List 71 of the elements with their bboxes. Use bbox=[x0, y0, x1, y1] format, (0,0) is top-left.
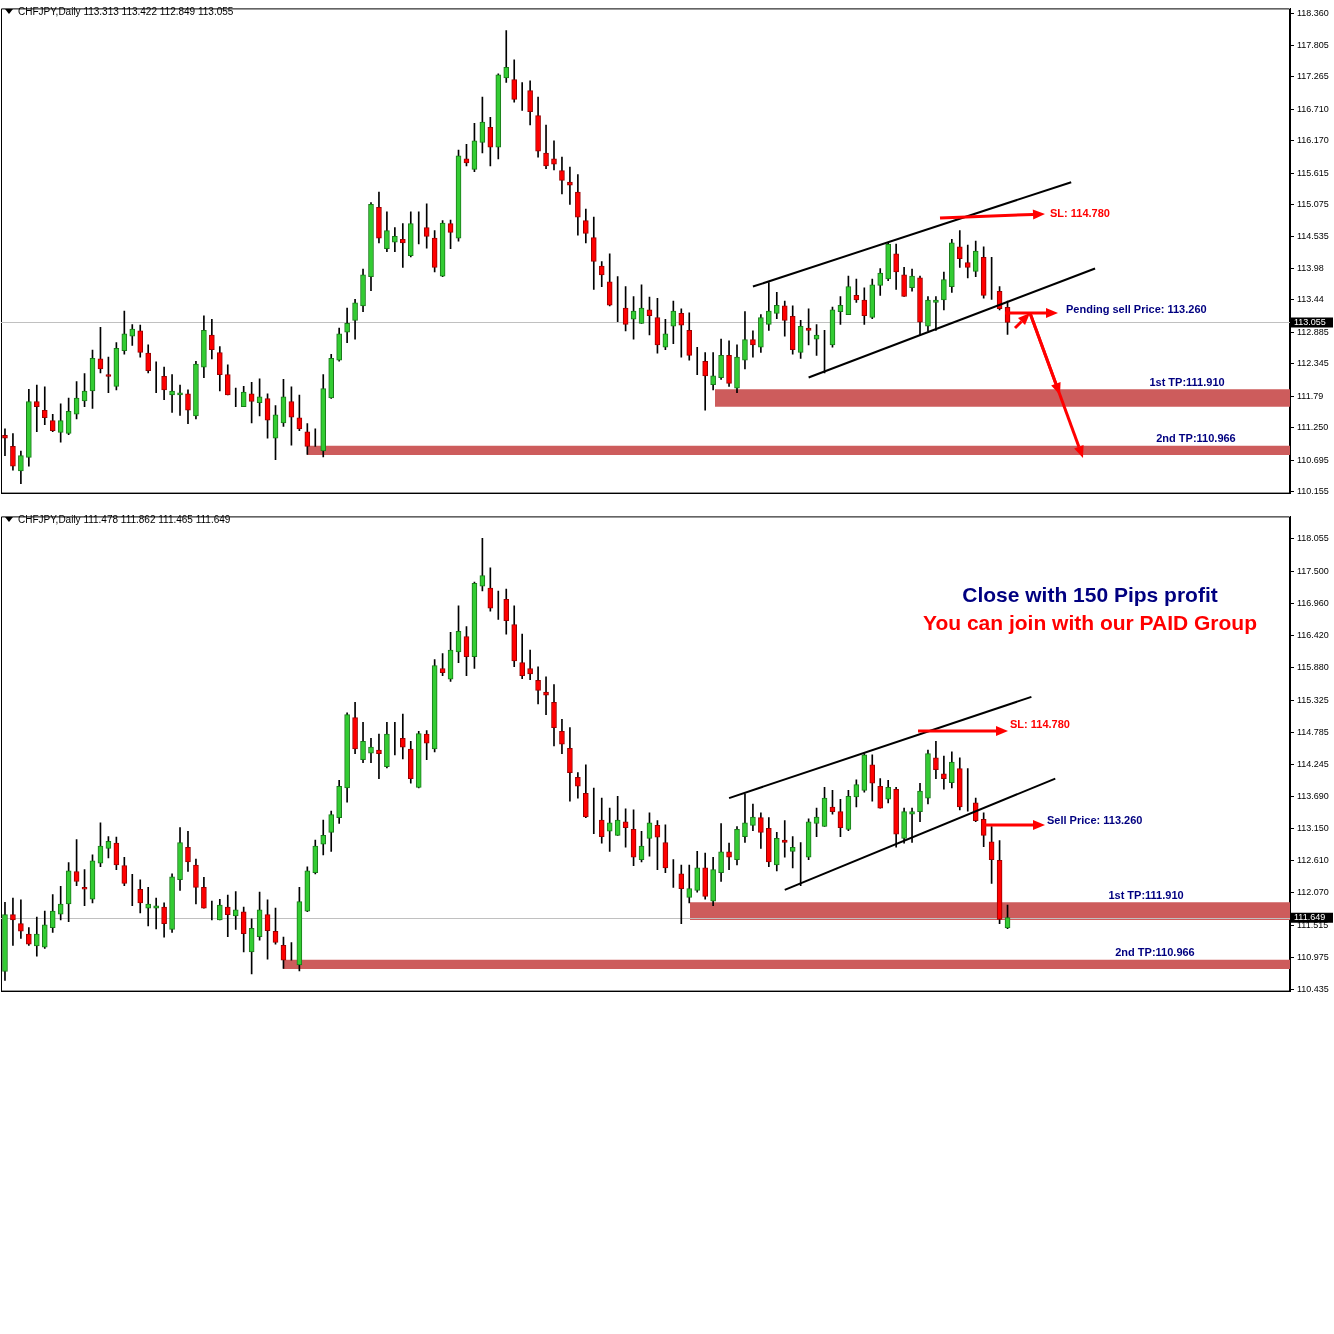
y-tick-label: 111.79 bbox=[1297, 390, 1324, 401]
y-tick-label: 113.98 bbox=[1297, 262, 1324, 273]
annotation: SL: 114.780 bbox=[1050, 207, 1110, 220]
y-tick-label: 116.710 bbox=[1297, 103, 1329, 114]
candlestick bbox=[789, 836, 796, 869]
y-tick-label: 117.805 bbox=[1297, 39, 1329, 50]
y-tick-label: 111.250 bbox=[1297, 422, 1329, 433]
annotation: SL: 114.780 bbox=[1010, 718, 1070, 731]
candlestick bbox=[399, 713, 406, 760]
candlestick bbox=[224, 894, 231, 937]
y-tick-label: 112.345 bbox=[1297, 358, 1329, 369]
y-tick-label: 110.155 bbox=[1297, 486, 1329, 497]
y-tick-label: 112.610 bbox=[1297, 855, 1329, 866]
y-tick-label: 111.515 bbox=[1297, 920, 1329, 931]
y-tick-label: 115.880 bbox=[1297, 661, 1329, 672]
ref-line-label: 111.649 bbox=[1294, 912, 1326, 923]
y-tick-label: 116.170 bbox=[1297, 135, 1329, 146]
chart-title: CHFJPY,Daily 111.478 111.862 111.465 111.649 bbox=[18, 513, 231, 525]
y-tick-label: 114.785 bbox=[1297, 726, 1329, 737]
candlestick bbox=[606, 807, 613, 852]
y-tick-label: 112.070 bbox=[1297, 887, 1329, 898]
candlestick bbox=[527, 649, 533, 681]
y-tick-label: 110.435 bbox=[1297, 984, 1329, 995]
annotation: You can join with our PAID Group bbox=[922, 610, 1258, 634]
candlestick bbox=[726, 842, 732, 871]
y-tick-label: 118.360 bbox=[1297, 7, 1329, 18]
y-tick-label: 115.325 bbox=[1297, 694, 1329, 705]
band-label: 1st TP:111.910 bbox=[1108, 888, 1184, 901]
y-tick-label: 113.44 bbox=[1297, 294, 1324, 305]
y-tick-label: 117.500 bbox=[1297, 565, 1329, 576]
candlestick bbox=[153, 897, 159, 930]
y-tick-label: 113.690 bbox=[1297, 791, 1329, 802]
candlestick bbox=[10, 897, 16, 946]
candlestick bbox=[18, 899, 24, 939]
candlestick bbox=[177, 384, 183, 416]
y-tick-label: 110.975 bbox=[1297, 952, 1329, 963]
band-label: 2nd TP:110.966 bbox=[1156, 432, 1236, 445]
y-tick-label: 110.695 bbox=[1297, 454, 1329, 465]
band-label: 1st TP:111.910 bbox=[1149, 375, 1225, 388]
chart-title: CHFJPY,Daily 113.313 113.422 112.849 113.055 bbox=[18, 5, 234, 17]
annotation: Pending sell Price: 113.260 bbox=[1066, 303, 1207, 316]
candlestick bbox=[368, 737, 374, 763]
candlestick bbox=[399, 223, 406, 268]
candlestick bbox=[702, 352, 709, 411]
y-tick-label: 114.535 bbox=[1297, 230, 1329, 241]
candlestick bbox=[964, 244, 971, 279]
annotation: Sell Price: 113.260 bbox=[1047, 814, 1143, 827]
candlestick bbox=[41, 386, 48, 426]
annotation: Close with 150 Pips profit bbox=[962, 582, 1218, 606]
y-tick-label: 115.075 bbox=[1297, 199, 1329, 210]
candlestick bbox=[781, 820, 788, 858]
candlestick bbox=[503, 30, 510, 83]
y-tick-label: 116.420 bbox=[1297, 629, 1329, 640]
ref-line-label: 113.055 bbox=[1294, 316, 1326, 327]
y-tick-label: 112.885 bbox=[1297, 326, 1329, 337]
band-label: 2nd TP:110.966 bbox=[1115, 946, 1195, 959]
candlestick bbox=[941, 755, 947, 790]
candlestick bbox=[678, 864, 685, 924]
candlestick bbox=[933, 296, 939, 331]
candlestick bbox=[232, 891, 239, 930]
y-tick-label: 114.245 bbox=[1297, 758, 1329, 769]
candlestick bbox=[423, 203, 430, 249]
candlestick bbox=[678, 308, 685, 358]
y-tick-label: 113.150 bbox=[1297, 823, 1329, 834]
candlestick bbox=[33, 384, 40, 433]
y-tick-label: 116.960 bbox=[1297, 597, 1329, 608]
candlestick bbox=[376, 733, 382, 779]
y-tick-label: 117.265 bbox=[1297, 71, 1329, 82]
y-tick-label: 115.615 bbox=[1297, 167, 1329, 178]
candlestick bbox=[344, 307, 350, 343]
y-tick-label: 118.055 bbox=[1297, 533, 1329, 544]
